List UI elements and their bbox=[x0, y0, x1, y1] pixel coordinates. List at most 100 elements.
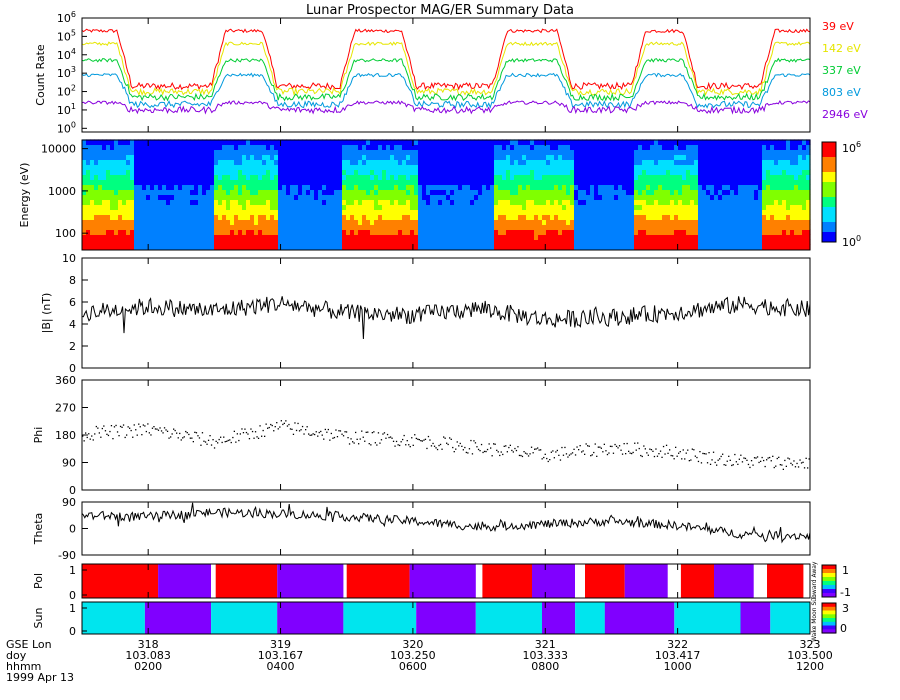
spectrogram-cell bbox=[694, 149, 699, 155]
phi-point bbox=[482, 451, 484, 454]
spectrogram-cell bbox=[246, 159, 251, 165]
phi-point bbox=[212, 439, 214, 441]
spectrogram-cell bbox=[266, 194, 271, 200]
spectrogram-cell bbox=[538, 204, 543, 210]
phi-point bbox=[142, 424, 144, 426]
spectrogram-cell bbox=[750, 164, 755, 170]
phi-point bbox=[183, 436, 185, 438]
phi-point bbox=[179, 432, 181, 435]
spectrogram-cell bbox=[338, 229, 343, 235]
phi-point bbox=[195, 432, 198, 434]
spectrogram-cell bbox=[302, 209, 307, 215]
spectrogram-cell bbox=[158, 194, 163, 200]
phi-point bbox=[110, 425, 113, 427]
spectrogram-cell bbox=[154, 174, 159, 180]
phi-point bbox=[365, 431, 367, 433]
spectrogram-cell bbox=[282, 179, 287, 185]
spectrogram-cell bbox=[258, 224, 263, 230]
phi-point bbox=[257, 437, 260, 439]
spectrogram-cell bbox=[598, 219, 603, 225]
spectrogram-cell bbox=[566, 214, 571, 220]
spectrogram-cell bbox=[258, 244, 263, 250]
spectrogram-cell bbox=[746, 214, 751, 220]
spectrogram-cell bbox=[782, 164, 787, 170]
spectrogram-cell bbox=[542, 239, 547, 245]
spectrogram-cell bbox=[82, 164, 87, 170]
spectrogram-cell bbox=[334, 244, 339, 250]
spectrogram-cell bbox=[238, 199, 243, 205]
spectrogram-cell bbox=[714, 229, 719, 235]
phi-point bbox=[388, 436, 390, 439]
spectrogram-cell bbox=[478, 154, 483, 160]
spectrogram-cell bbox=[222, 169, 227, 175]
spectrogram-cell bbox=[282, 219, 287, 225]
spectrogram-cell bbox=[182, 234, 187, 240]
phi-point bbox=[618, 445, 621, 447]
polarity-panel-segment bbox=[346, 564, 410, 598]
count-rate-legend-1: 142 eV bbox=[822, 42, 861, 55]
spectrogram-cell bbox=[162, 194, 167, 200]
spectrogram-cell bbox=[194, 199, 199, 205]
spectrogram-cell bbox=[770, 204, 775, 210]
phi-point bbox=[165, 429, 167, 431]
phi-point bbox=[133, 424, 135, 426]
spectrogram-cell bbox=[582, 184, 587, 190]
spectrogram-cell bbox=[158, 214, 163, 220]
spectrogram-cell bbox=[598, 234, 603, 240]
spectrogram-cell bbox=[598, 139, 603, 145]
spectrogram-cell bbox=[730, 154, 735, 160]
spectrogram-cell bbox=[714, 184, 719, 190]
spectrogram-cell bbox=[530, 229, 535, 235]
spectrogram-cell bbox=[390, 154, 395, 160]
spectrogram-cell bbox=[270, 204, 275, 210]
spectrogram-cell bbox=[102, 139, 107, 145]
spectrogram-cell bbox=[722, 244, 727, 250]
spectrogram-cell bbox=[106, 224, 111, 230]
spectrogram-cell bbox=[750, 179, 755, 185]
spectrogram-cell bbox=[138, 214, 143, 220]
spectrogram-cell bbox=[402, 184, 407, 190]
spectrogram-cell bbox=[514, 184, 519, 190]
spectrogram-cell bbox=[218, 174, 223, 180]
spectrogram-cell bbox=[606, 209, 611, 215]
spectrogram-cell bbox=[90, 199, 95, 205]
spectrogram-cell bbox=[778, 194, 783, 200]
spectrogram-cell bbox=[154, 224, 159, 230]
spectrogram-cell bbox=[374, 224, 379, 230]
spectrogram-cell bbox=[358, 224, 363, 230]
spectrogram-cell bbox=[686, 199, 691, 205]
spectrogram-cell bbox=[118, 159, 123, 165]
spectrogram-cell bbox=[322, 234, 327, 240]
phi-point bbox=[756, 456, 759, 458]
spectrogram-cell bbox=[406, 219, 411, 225]
spectrogram-cell bbox=[778, 224, 783, 230]
spectrogram-cell bbox=[194, 149, 199, 155]
spectrogram-cell bbox=[366, 159, 371, 165]
spectrogram-cell bbox=[530, 179, 535, 185]
spectrogram-cell bbox=[346, 139, 351, 145]
spectrogram-cell bbox=[566, 234, 571, 240]
phi-point bbox=[581, 451, 583, 453]
spectrogram-cell bbox=[374, 179, 379, 185]
spectrogram-cell bbox=[430, 159, 435, 165]
spectrogram-cell bbox=[602, 219, 607, 225]
spectrogram-cell bbox=[458, 179, 463, 185]
spectrogram-cell bbox=[346, 144, 351, 150]
spectrogram-cell bbox=[254, 169, 259, 175]
phi-point bbox=[634, 442, 636, 444]
count-rate-panel-y-tick-label: 102 bbox=[57, 84, 76, 99]
spectrogram-cell bbox=[522, 244, 527, 250]
spectrogram-cell bbox=[714, 224, 719, 230]
spectrogram-cell bbox=[114, 244, 119, 250]
spectrogram-cell bbox=[654, 209, 659, 215]
spectrogram-cell bbox=[350, 239, 355, 245]
spectrogram-cell bbox=[118, 174, 123, 180]
spectrogram-cell bbox=[106, 244, 111, 250]
phi-point bbox=[373, 431, 375, 433]
spectrogram-cell bbox=[718, 219, 723, 225]
phi-point bbox=[107, 434, 110, 437]
spectrogram-cell bbox=[142, 229, 147, 235]
spectrogram-cell bbox=[802, 214, 807, 220]
spectrogram-cell bbox=[646, 194, 651, 200]
phi-point bbox=[89, 438, 91, 440]
